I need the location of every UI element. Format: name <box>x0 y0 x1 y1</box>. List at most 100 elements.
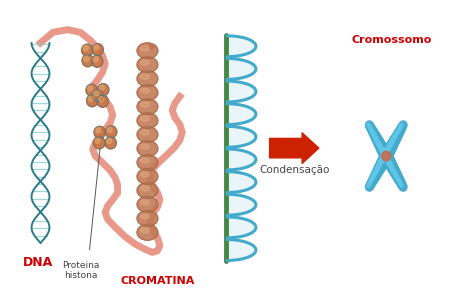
Ellipse shape <box>137 85 158 100</box>
Circle shape <box>392 136 396 141</box>
Circle shape <box>392 133 401 143</box>
Circle shape <box>397 179 405 187</box>
Circle shape <box>399 125 402 129</box>
Circle shape <box>373 135 377 139</box>
Circle shape <box>399 182 406 190</box>
Circle shape <box>396 178 400 182</box>
Circle shape <box>398 123 406 132</box>
Circle shape <box>372 134 382 144</box>
Circle shape <box>386 141 397 153</box>
Ellipse shape <box>137 168 158 184</box>
Circle shape <box>377 144 388 155</box>
Circle shape <box>382 152 387 158</box>
Circle shape <box>375 139 385 150</box>
Circle shape <box>94 45 99 50</box>
Circle shape <box>391 168 400 178</box>
Circle shape <box>367 180 375 189</box>
Circle shape <box>383 146 394 158</box>
Circle shape <box>374 138 384 148</box>
Ellipse shape <box>137 113 158 129</box>
Circle shape <box>377 143 382 148</box>
Ellipse shape <box>140 172 149 177</box>
Circle shape <box>381 150 386 155</box>
Circle shape <box>369 179 373 183</box>
Circle shape <box>98 84 109 96</box>
Circle shape <box>380 148 392 161</box>
Text: Condensação: Condensação <box>259 165 329 175</box>
Circle shape <box>395 175 399 179</box>
Polygon shape <box>227 149 256 170</box>
Circle shape <box>367 179 375 187</box>
Circle shape <box>375 138 379 143</box>
Circle shape <box>389 164 393 169</box>
Ellipse shape <box>140 186 149 191</box>
Circle shape <box>372 173 376 178</box>
Text: DNA: DNA <box>23 256 53 269</box>
Circle shape <box>394 173 398 178</box>
Circle shape <box>367 123 375 132</box>
Ellipse shape <box>137 43 158 58</box>
Circle shape <box>378 145 383 150</box>
Circle shape <box>380 150 392 162</box>
Circle shape <box>82 55 93 67</box>
Circle shape <box>378 154 390 166</box>
Circle shape <box>392 171 397 175</box>
Circle shape <box>382 147 393 159</box>
Circle shape <box>370 173 379 183</box>
Circle shape <box>99 85 104 90</box>
Circle shape <box>368 182 371 186</box>
Circle shape <box>390 166 394 170</box>
Circle shape <box>94 126 105 139</box>
Ellipse shape <box>140 158 149 163</box>
Circle shape <box>370 131 380 140</box>
Circle shape <box>375 167 379 172</box>
Circle shape <box>371 171 380 180</box>
Circle shape <box>396 176 400 180</box>
Circle shape <box>393 172 398 177</box>
Circle shape <box>395 131 399 135</box>
Circle shape <box>392 169 396 174</box>
Circle shape <box>376 159 387 171</box>
Circle shape <box>96 127 101 133</box>
Circle shape <box>93 56 98 62</box>
Circle shape <box>88 96 93 101</box>
Circle shape <box>387 143 392 148</box>
Ellipse shape <box>137 99 158 115</box>
Circle shape <box>394 173 403 183</box>
Circle shape <box>378 146 390 158</box>
Circle shape <box>389 136 399 147</box>
Circle shape <box>373 135 383 146</box>
Circle shape <box>367 183 371 187</box>
Circle shape <box>396 130 400 134</box>
Ellipse shape <box>137 127 158 143</box>
Circle shape <box>366 122 374 130</box>
Ellipse shape <box>140 200 149 205</box>
Circle shape <box>395 127 404 136</box>
Ellipse shape <box>140 60 149 65</box>
Circle shape <box>370 172 380 182</box>
Circle shape <box>380 150 392 162</box>
Circle shape <box>386 146 391 151</box>
Circle shape <box>368 180 372 184</box>
Circle shape <box>365 121 373 129</box>
Circle shape <box>394 129 403 139</box>
Circle shape <box>387 162 398 173</box>
Circle shape <box>370 129 374 133</box>
Circle shape <box>384 156 389 162</box>
Circle shape <box>385 143 396 154</box>
Circle shape <box>374 164 384 174</box>
Polygon shape <box>227 81 256 102</box>
Polygon shape <box>227 36 256 57</box>
Text: Cromossomo: Cromossomo <box>351 35 431 45</box>
Circle shape <box>398 126 401 130</box>
Circle shape <box>368 178 376 186</box>
Circle shape <box>373 166 383 177</box>
Circle shape <box>391 137 395 142</box>
Circle shape <box>386 159 391 164</box>
Circle shape <box>387 161 397 172</box>
Circle shape <box>397 125 405 133</box>
Circle shape <box>92 89 103 102</box>
Circle shape <box>367 125 375 133</box>
Circle shape <box>95 138 100 143</box>
Circle shape <box>380 156 385 162</box>
